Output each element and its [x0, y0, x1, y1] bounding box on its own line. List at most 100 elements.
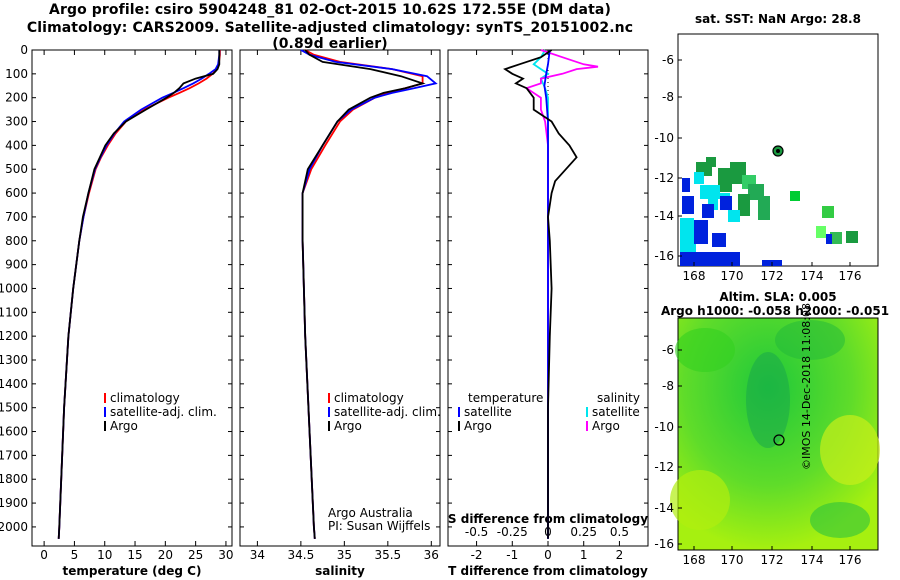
x-tick-label: -1 [506, 548, 518, 562]
depth-tick-label: 300 [5, 115, 28, 129]
legend-swatch [458, 407, 460, 417]
depth-tick-label: 2000 [0, 520, 28, 534]
x-tick-label: 5 [71, 548, 79, 562]
legend-swatch [586, 407, 588, 417]
depth-tick-label: 1400 [0, 377, 28, 391]
top-x-tick-label: 0.5 [610, 525, 629, 539]
depth-tick-label: 1300 [0, 353, 28, 367]
legend-swatch [328, 421, 330, 431]
map-lat-label: -6 [662, 343, 674, 357]
series-line-argo [57, 50, 221, 539]
legend-swatch [104, 421, 106, 431]
figure-title-line1: Argo profile: csiro 5904248_81 02-Oct-20… [49, 2, 611, 18]
map-lat-label: -10 [654, 420, 674, 434]
map-lon-label: 168 [683, 553, 706, 567]
legend-title: temperature [468, 391, 543, 405]
x-tick-label: 0 [40, 548, 48, 562]
map-lat-label: -16 [654, 537, 674, 551]
top-x-tick-label: 0.25 [570, 525, 597, 539]
x-tick-label: 20 [158, 548, 173, 562]
map-lat-label: -8 [662, 90, 674, 104]
sla-map-field [670, 320, 880, 538]
map-lon-label: 172 [761, 553, 784, 567]
x-tick-label: -2 [471, 548, 483, 562]
map-lon-label: 170 [721, 269, 744, 283]
legend-swatch [458, 421, 460, 431]
legend-label: Argo [464, 419, 492, 433]
map-lon-label: 176 [839, 269, 862, 283]
series-line-t-argo [503, 49, 578, 539]
x-tick-label: 30 [218, 548, 233, 562]
legend-swatch [586, 421, 588, 431]
legend-swatch [328, 393, 330, 403]
series-line-argo [301, 49, 426, 539]
series-line-climatology [301, 49, 424, 539]
depth-tick-label: 100 [5, 67, 28, 81]
x-tick-label: 35 [337, 548, 352, 562]
series-line-t-satellite [543, 49, 551, 539]
x-axis-label: temperature (deg C) [63, 564, 202, 578]
x-tick-label: 2 [616, 548, 624, 562]
credit-annotation: Argo Australia [328, 506, 413, 520]
temperature-panel-frame [31, 49, 233, 547]
map-lat-label: -6 [662, 53, 674, 67]
sst-map-title: sat. SST: NaN Argo: 28.8 [695, 12, 861, 26]
map-lat-label: -8 [662, 379, 674, 393]
depth-tick-label: 1800 [0, 472, 28, 486]
map-lat-label: -10 [654, 131, 674, 145]
credit-annotation: PI: Susan Wijffels [328, 519, 430, 533]
map-lat-label: -12 [654, 460, 674, 474]
x-axis-label: T difference from climatology [448, 564, 648, 578]
map-lat-label: -16 [654, 249, 674, 263]
legend-label: satellite-adj. clim. [110, 405, 217, 419]
depth-tick-label: 900 [5, 258, 28, 272]
legend-label: climatology [334, 391, 404, 405]
x-tick-label: 0 [544, 548, 552, 562]
x-tick-label: 35.5 [374, 548, 401, 562]
legend-label: Argo [110, 419, 138, 433]
x-tick-label: 15 [127, 548, 142, 562]
map-lon-label: 174 [801, 553, 824, 567]
figure-title-line2: Climatology: CARS2009. Satellite-adjuste… [26, 20, 634, 52]
sst-map-cells [680, 145, 858, 266]
map-lat-label: -14 [654, 209, 674, 223]
map-lon-label: 170 [721, 553, 744, 567]
legend-title: salinity [597, 391, 640, 405]
series-line-satellite-adj-clim- [300, 49, 438, 539]
depth-tick-label: 200 [5, 91, 28, 105]
legend-swatch [104, 393, 106, 403]
map-lat-label: -14 [654, 501, 674, 515]
x-tick-label: 10 [97, 548, 112, 562]
legend-label: Argo [334, 419, 362, 433]
depth-tick-label: 600 [5, 186, 28, 200]
depth-tick-label: 1500 [0, 401, 28, 415]
x-tick-label: 25 [188, 548, 203, 562]
x-tick-label: 34 [250, 548, 265, 562]
legend-label: climatology [110, 391, 180, 405]
x-tick-label: 1 [580, 548, 588, 562]
map-lon-label: 168 [683, 269, 706, 283]
depth-tick-label: 1900 [0, 496, 28, 510]
series-line-s-argo [524, 49, 599, 539]
depth-tick-label: 500 [5, 162, 28, 176]
depth-tick-label: 400 [5, 138, 28, 152]
depth-tick-label: 1000 [0, 281, 28, 295]
legend-label: Argo [592, 419, 620, 433]
depth-tick-label: 0 [20, 43, 28, 57]
footer-stamp: ©IMOS 14-Dec-2018 11:08:08 [800, 303, 813, 470]
depth-tick-label: 1200 [0, 329, 28, 343]
map-lon-label: 172 [761, 269, 784, 283]
depth-tick-label: 1100 [0, 305, 28, 319]
legend-label: satellite [464, 405, 512, 419]
legend-swatch [104, 407, 106, 417]
depth-tick-label: 800 [5, 234, 28, 248]
series-line-satellite-adj-clim- [57, 50, 221, 539]
depth-tick-label: 700 [5, 210, 28, 224]
salinity-panel-frame [239, 49, 441, 547]
x-axis-label: salinity [315, 564, 365, 578]
sla-map-title-line2: Argo h1000: -0.058 h2000: -0.051 [660, 304, 890, 318]
x-tick-label: 34.5 [288, 548, 315, 562]
sla-map-title-line1: Altim. SLA: 0.005 [719, 290, 837, 304]
depth-tick-label: 1700 [0, 448, 28, 462]
